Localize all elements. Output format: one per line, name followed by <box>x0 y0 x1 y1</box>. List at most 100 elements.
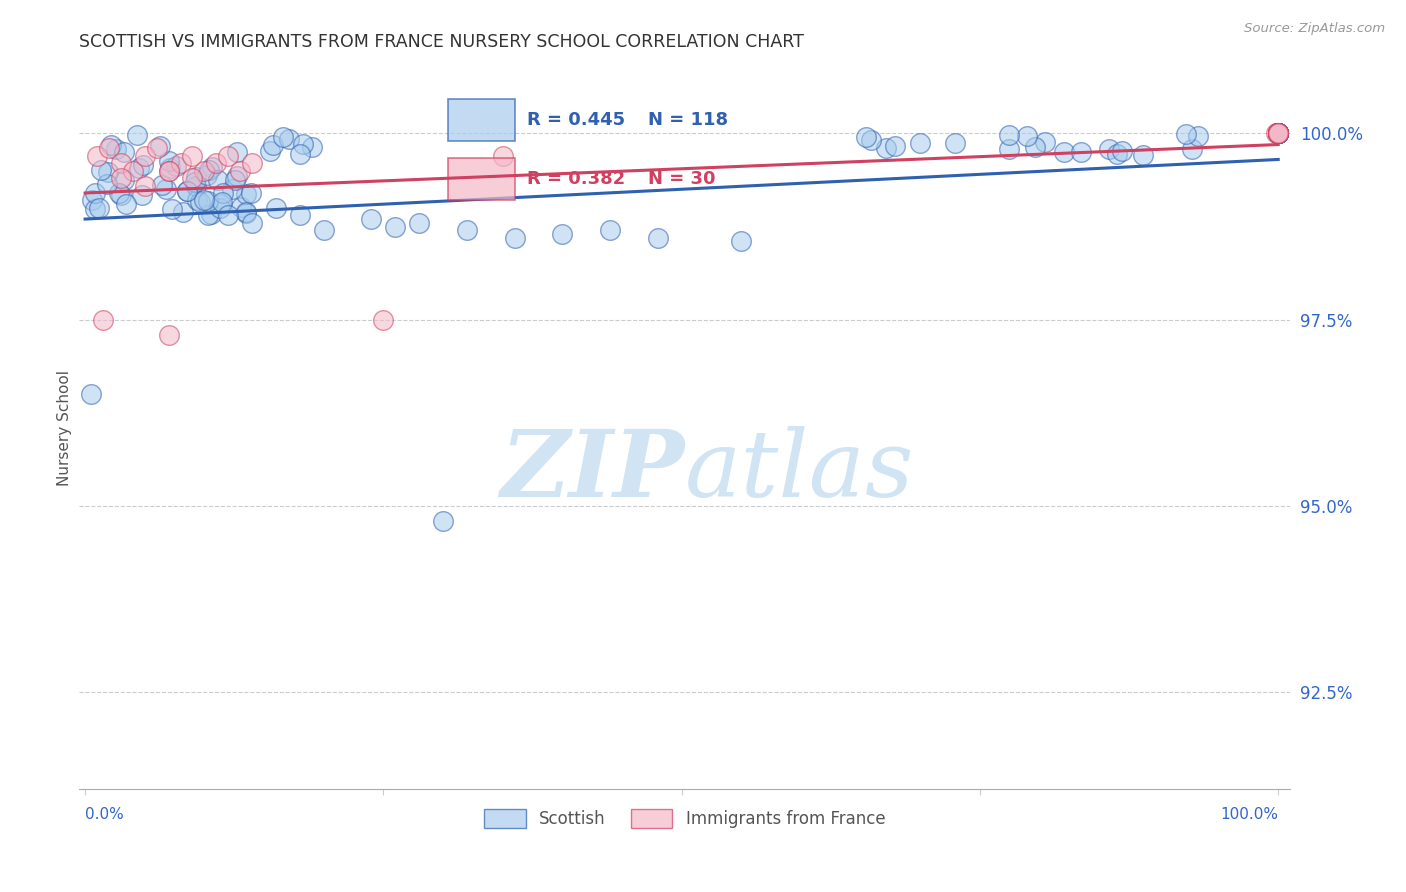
Point <box>157 163 180 178</box>
Text: atlas: atlas <box>685 426 914 516</box>
Point <box>908 136 931 150</box>
Text: ZIP: ZIP <box>501 426 685 516</box>
Point <box>1267 127 1289 141</box>
Point <box>1175 128 1198 142</box>
Point <box>1267 127 1289 141</box>
Point <box>235 204 257 219</box>
Point <box>240 156 263 170</box>
Point <box>159 161 181 176</box>
Point <box>264 201 287 215</box>
Point <box>1267 127 1289 141</box>
Point <box>1053 145 1076 160</box>
Point <box>200 207 222 221</box>
Point <box>157 154 180 169</box>
Point <box>288 208 311 222</box>
Point <box>205 156 228 170</box>
Point <box>1264 127 1286 141</box>
Point <box>125 128 148 142</box>
Point <box>647 230 669 244</box>
Point <box>115 197 138 211</box>
Point <box>107 186 129 200</box>
Point <box>145 141 167 155</box>
Point <box>1267 127 1289 141</box>
Point <box>235 206 257 220</box>
Point <box>181 149 204 163</box>
Point <box>97 165 120 179</box>
Point <box>1267 127 1289 141</box>
Point <box>105 142 128 156</box>
Point <box>1132 147 1154 161</box>
Point <box>226 145 249 159</box>
Point <box>360 212 382 227</box>
Point <box>132 158 155 172</box>
Point <box>1267 127 1289 141</box>
Point <box>860 133 883 147</box>
Point <box>217 208 239 222</box>
Point <box>225 169 247 183</box>
Text: SCOTTISH VS IMMIGRANTS FROM FRANCE NURSERY SCHOOL CORRELATION CHART: SCOTTISH VS IMMIGRANTS FROM FRANCE NURSE… <box>79 33 804 51</box>
Point <box>186 193 208 207</box>
Point <box>855 129 877 144</box>
Point <box>195 168 218 182</box>
Point <box>492 149 515 163</box>
Point <box>211 194 233 209</box>
Point <box>155 181 177 195</box>
Point <box>503 230 526 244</box>
Point <box>193 194 215 208</box>
Point <box>229 163 252 178</box>
Point <box>208 201 231 215</box>
Point <box>97 141 120 155</box>
Point <box>1267 127 1289 141</box>
Point <box>110 156 132 170</box>
Point <box>112 145 135 160</box>
Point <box>212 186 235 200</box>
Point <box>181 171 204 186</box>
Point <box>86 149 108 163</box>
Point <box>1267 127 1289 141</box>
Point <box>456 223 478 237</box>
Point <box>373 312 395 326</box>
Point <box>84 186 107 201</box>
Point <box>273 130 295 145</box>
Point <box>90 162 112 177</box>
Point <box>188 194 211 209</box>
Point <box>884 138 907 153</box>
Point <box>1267 127 1289 141</box>
Point <box>998 142 1021 156</box>
Point <box>121 163 143 178</box>
Point <box>193 163 215 178</box>
Point <box>1181 142 1204 156</box>
Text: 100.0%: 100.0% <box>1220 807 1278 822</box>
Point <box>160 202 183 217</box>
Point <box>128 161 150 176</box>
Legend: Scottish, Immigrants from France: Scottish, Immigrants from France <box>478 803 891 835</box>
Point <box>89 201 111 215</box>
Point <box>96 177 118 191</box>
Point <box>1267 127 1289 141</box>
Point <box>148 139 170 153</box>
Point <box>150 178 173 192</box>
Point <box>100 138 122 153</box>
Point <box>1267 127 1289 141</box>
Point <box>172 205 194 219</box>
Point <box>875 140 897 154</box>
Text: 0.0%: 0.0% <box>86 807 124 822</box>
Point <box>169 156 191 170</box>
Point <box>384 219 406 234</box>
Point <box>1267 127 1289 141</box>
Point <box>1033 135 1056 149</box>
Point <box>1267 127 1289 141</box>
Point <box>197 194 219 208</box>
Point <box>1267 127 1289 141</box>
Point <box>235 186 257 201</box>
Point <box>183 175 205 189</box>
Point <box>1107 147 1129 161</box>
Point <box>91 312 114 326</box>
Point <box>1015 128 1038 143</box>
Point <box>551 227 574 241</box>
Point <box>1267 127 1289 141</box>
Text: Source: ZipAtlas.com: Source: ZipAtlas.com <box>1244 22 1385 36</box>
Point <box>221 182 243 196</box>
Point <box>998 128 1021 142</box>
Point <box>165 160 187 174</box>
